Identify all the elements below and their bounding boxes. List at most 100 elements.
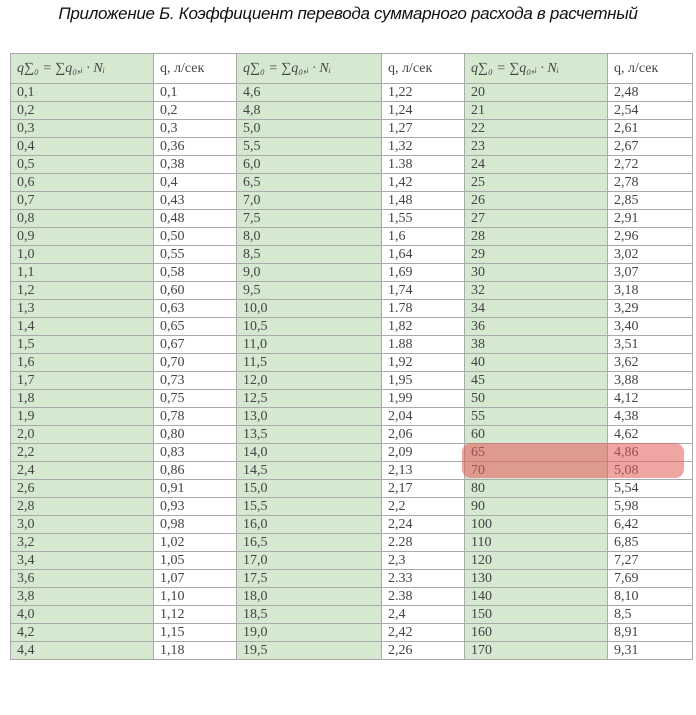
header-flow-sum-3: q∑₀ = ∑q₀,ᵢ · Nᵢ <box>464 53 608 84</box>
cell-flow-sum: 21 <box>464 101 608 120</box>
cell-flow-sum: 22 <box>464 119 608 138</box>
cell-flow-rate: 1,18 <box>153 641 237 660</box>
cell-flow-rate: 1,99 <box>381 389 465 408</box>
cell-flow-sum: 6,5 <box>236 173 382 192</box>
header-flow-sum-1: q∑₀ = ∑q₀,ᵢ · Nᵢ <box>10 53 154 84</box>
cell-flow-sum: 60 <box>464 425 608 444</box>
cell-flow-sum: 2,0 <box>10 425 154 444</box>
cell-flow-sum: 18,5 <box>236 605 382 624</box>
table-row: 2,0 0,80 13,5 2,06 60 4,62 <box>10 425 693 444</box>
cell-flow-sum: 16,0 <box>236 515 382 534</box>
cell-flow-rate: 0,48 <box>153 209 237 228</box>
cell-flow-rate: 2,48 <box>607 83 693 102</box>
cell-flow-sum: 10,5 <box>236 317 382 336</box>
cell-flow-sum: 14,5 <box>236 461 382 480</box>
cell-flow-rate: 0,93 <box>153 497 237 516</box>
cell-flow-rate: 1,05 <box>153 551 237 570</box>
cell-flow-sum: 20 <box>464 83 608 102</box>
cell-flow-rate: 0,80 <box>153 425 237 444</box>
cell-flow-sum: 3,0 <box>10 515 154 534</box>
cell-flow-rate: 2.33 <box>381 569 465 588</box>
cell-flow-rate: 1,02 <box>153 533 237 552</box>
cell-flow-rate: 1,55 <box>381 209 465 228</box>
cell-flow-sum: 34 <box>464 299 608 318</box>
cell-flow-rate: 7,27 <box>607 551 693 570</box>
cell-flow-rate: 1,69 <box>381 263 465 282</box>
cell-flow-rate: 3,51 <box>607 335 693 354</box>
cell-flow-rate: 2,06 <box>381 425 465 444</box>
cell-flow-rate: 2,91 <box>607 209 693 228</box>
cell-flow-rate: 3,18 <box>607 281 693 300</box>
table-row: 1,8 0,75 12,5 1,99 50 4,12 <box>10 389 693 408</box>
cell-flow-sum: 18,0 <box>236 587 382 606</box>
cell-flow-sum: 90 <box>464 497 608 516</box>
table-row: 1,0 0,55 8,5 1,64 29 3,02 <box>10 245 693 264</box>
table-row: 2,8 0,93 15,5 2,2 90 5,98 <box>10 497 693 516</box>
cell-flow-sum: 36 <box>464 317 608 336</box>
cell-flow-sum: 12,5 <box>236 389 382 408</box>
cell-flow-rate: 2,72 <box>607 155 693 174</box>
cell-flow-rate: 0,78 <box>153 407 237 426</box>
cell-flow-sum: 23 <box>464 137 608 156</box>
cell-flow-sum: 130 <box>464 569 608 588</box>
cell-flow-sum: 4,4 <box>10 641 154 660</box>
cell-flow-rate: 6,85 <box>607 533 693 552</box>
cell-flow-rate: 6,42 <box>607 515 693 534</box>
cell-flow-rate: 1,10 <box>153 587 237 606</box>
table-row: 4,4 1,18 19,5 2,26 170 9,31 <box>10 641 693 660</box>
cell-flow-sum: 9,0 <box>236 263 382 282</box>
cell-flow-rate: 0,91 <box>153 479 237 498</box>
cell-flow-rate: 2,4 <box>381 605 465 624</box>
cell-flow-rate: 0,4 <box>153 173 237 192</box>
cell-flow-sum: 170 <box>464 641 608 660</box>
table-row: 1,4 0,65 10,5 1,82 36 3,40 <box>10 317 693 336</box>
cell-flow-rate: 2,24 <box>381 515 465 534</box>
cell-flow-sum: 25 <box>464 173 608 192</box>
cell-flow-rate: 1,6 <box>381 227 465 246</box>
cell-flow-sum: 13,0 <box>236 407 382 426</box>
cell-flow-rate: 2.28 <box>381 533 465 552</box>
cell-flow-sum: 3,2 <box>10 533 154 552</box>
cell-flow-rate: 0,58 <box>153 263 237 282</box>
table-row: 1,6 0,70 11,5 1,92 40 3,62 <box>10 353 693 372</box>
table-row: 0,4 0,36 5,5 1,32 23 2,67 <box>10 137 693 156</box>
cell-flow-rate: 2,61 <box>607 119 693 138</box>
table-row: 0,9 0,50 8,0 1,6 28 2,96 <box>10 227 693 246</box>
cell-flow-sum: 30 <box>464 263 608 282</box>
cell-flow-rate: 3,88 <box>607 371 693 390</box>
cell-flow-rate: 0,73 <box>153 371 237 390</box>
cell-flow-sum: 80 <box>464 479 608 498</box>
cell-flow-rate: 1,15 <box>153 623 237 642</box>
cell-flow-sum: 110 <box>464 533 608 552</box>
cell-flow-sum: 24 <box>464 155 608 174</box>
cell-flow-rate: 5,98 <box>607 497 693 516</box>
cell-flow-rate: 2,96 <box>607 227 693 246</box>
cell-flow-rate: 1,95 <box>381 371 465 390</box>
cell-flow-sum: 120 <box>464 551 608 570</box>
cell-flow-rate: 0,38 <box>153 155 237 174</box>
cell-flow-sum: 140 <box>464 587 608 606</box>
cell-flow-rate: 2,17 <box>381 479 465 498</box>
cell-flow-rate: 0,63 <box>153 299 237 318</box>
table-header-row: q∑₀ = ∑q₀,ᵢ · Nᵢ q, л/сек q∑₀ = ∑q₀,ᵢ · … <box>10 53 693 84</box>
cell-flow-sum: 14,0 <box>236 443 382 462</box>
cell-flow-sum: 1,9 <box>10 407 154 426</box>
cell-flow-sum: 5,5 <box>236 137 382 156</box>
cell-flow-sum: 13,5 <box>236 425 382 444</box>
cell-flow-rate: 0,98 <box>153 515 237 534</box>
cell-flow-sum: 11,0 <box>236 335 382 354</box>
cell-flow-rate: 4,12 <box>607 389 693 408</box>
cell-flow-sum: 19,5 <box>236 641 382 660</box>
table-row: 1,2 0,60 9,5 1,74 32 3,18 <box>10 281 693 300</box>
cell-flow-sum: 2,8 <box>10 497 154 516</box>
cell-flow-rate: 1,27 <box>381 119 465 138</box>
cell-flow-sum: 4,6 <box>236 83 382 102</box>
table-row: 4,0 1,12 18,5 2,4 150 8,5 <box>10 605 693 624</box>
cell-flow-sum: 6,0 <box>236 155 382 174</box>
cell-flow-sum: 0,8 <box>10 209 154 228</box>
header-flow-rate-3: q, л/сек <box>607 53 693 84</box>
cell-flow-sum: 1,2 <box>10 281 154 300</box>
cell-flow-sum: 7,0 <box>236 191 382 210</box>
cell-flow-rate: 2,04 <box>381 407 465 426</box>
cell-flow-rate: 2.38 <box>381 587 465 606</box>
